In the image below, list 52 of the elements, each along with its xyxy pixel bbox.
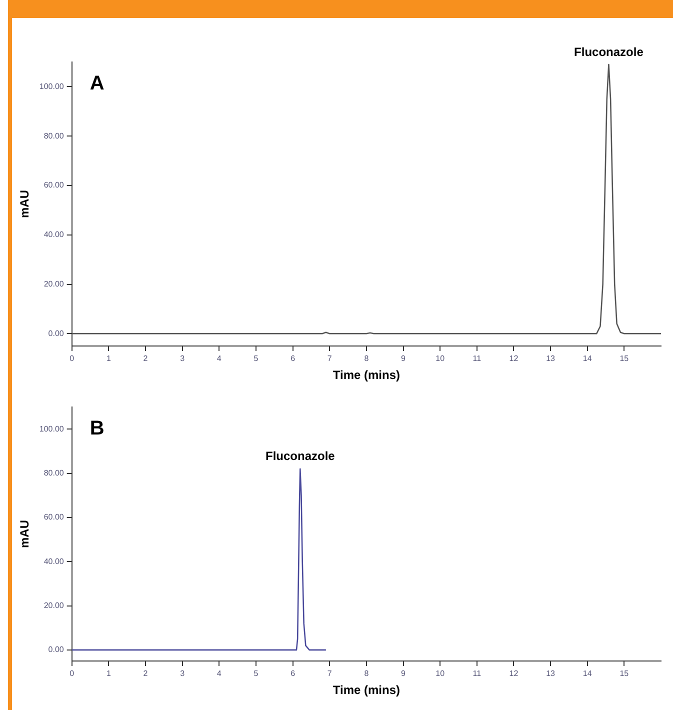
- y-axis-title: mAU: [18, 190, 32, 218]
- annotation: Fluconazole: [265, 449, 336, 464]
- x-tick-label: 7: [327, 669, 332, 678]
- y-tick-label: 80.00: [44, 468, 64, 478]
- annotation: A: [90, 72, 104, 95]
- x-tick-label: 10: [436, 669, 446, 678]
- x-tick-label: 5: [254, 354, 259, 364]
- x-tick-label: 9: [401, 669, 406, 678]
- x-tick-label: 7: [327, 354, 332, 364]
- x-tick-label: 6: [290, 669, 296, 678]
- x-axis-title: Time (mins): [332, 683, 400, 698]
- x-tick-label: 12: [509, 669, 519, 678]
- x-tick-label: 14: [582, 354, 592, 364]
- x-tick-label: 8: [364, 354, 370, 364]
- x-tick-label: 10: [436, 354, 446, 364]
- y-tick-label: 100.00: [39, 82, 64, 91]
- x-tick-label: 11: [472, 354, 482, 364]
- x-tick-label: 9: [401, 354, 406, 364]
- x-tick-label: 14: [582, 669, 592, 678]
- x-tick-label: 0: [70, 354, 75, 364]
- y-tick-label: 80.00: [44, 131, 64, 140]
- y-tick-label: 60.00: [44, 180, 64, 190]
- x-tick-label: 15: [620, 669, 630, 678]
- x-tick-label: 1: [106, 354, 112, 364]
- y-tick-label: 0.00: [48, 645, 64, 654]
- annotation: B: [90, 418, 104, 440]
- y-axis-title: mAU: [18, 520, 32, 548]
- x-tick-label: 3: [180, 669, 186, 678]
- x-tick-label: 13: [546, 669, 556, 678]
- y-tick-label: 20.00: [44, 600, 64, 610]
- y-tick-label: 20.00: [44, 279, 64, 288]
- x-tick-label: 0: [70, 669, 75, 678]
- x-tick-label: 3: [180, 354, 186, 364]
- y-tick-label: 0.00: [48, 328, 64, 338]
- x-tick-label: 11: [472, 669, 482, 678]
- x-tick-label: 2: [143, 354, 148, 364]
- x-tick-label: 1: [106, 669, 112, 678]
- x-tick-label: 5: [254, 669, 259, 678]
- y-tick-label: 60.00: [44, 512, 64, 522]
- x-tick-label: 15: [620, 354, 630, 364]
- y-tick-label: 40.00: [44, 230, 64, 240]
- x-tick-label: 2: [143, 669, 148, 678]
- x-tick-label: 4: [216, 354, 222, 364]
- x-tick-label: 6: [290, 354, 296, 364]
- annotation: Fluconazole: [574, 44, 644, 59]
- x-tick-label: 13: [546, 354, 556, 364]
- x-tick-label: 4: [216, 669, 222, 678]
- x-tick-label: 8: [364, 669, 370, 678]
- x-axis-title: Time (mins): [332, 368, 400, 382]
- x-tick-label: 12: [509, 354, 519, 364]
- y-tick-label: 40.00: [44, 556, 64, 566]
- y-tick-label: 100.00: [39, 424, 64, 434]
